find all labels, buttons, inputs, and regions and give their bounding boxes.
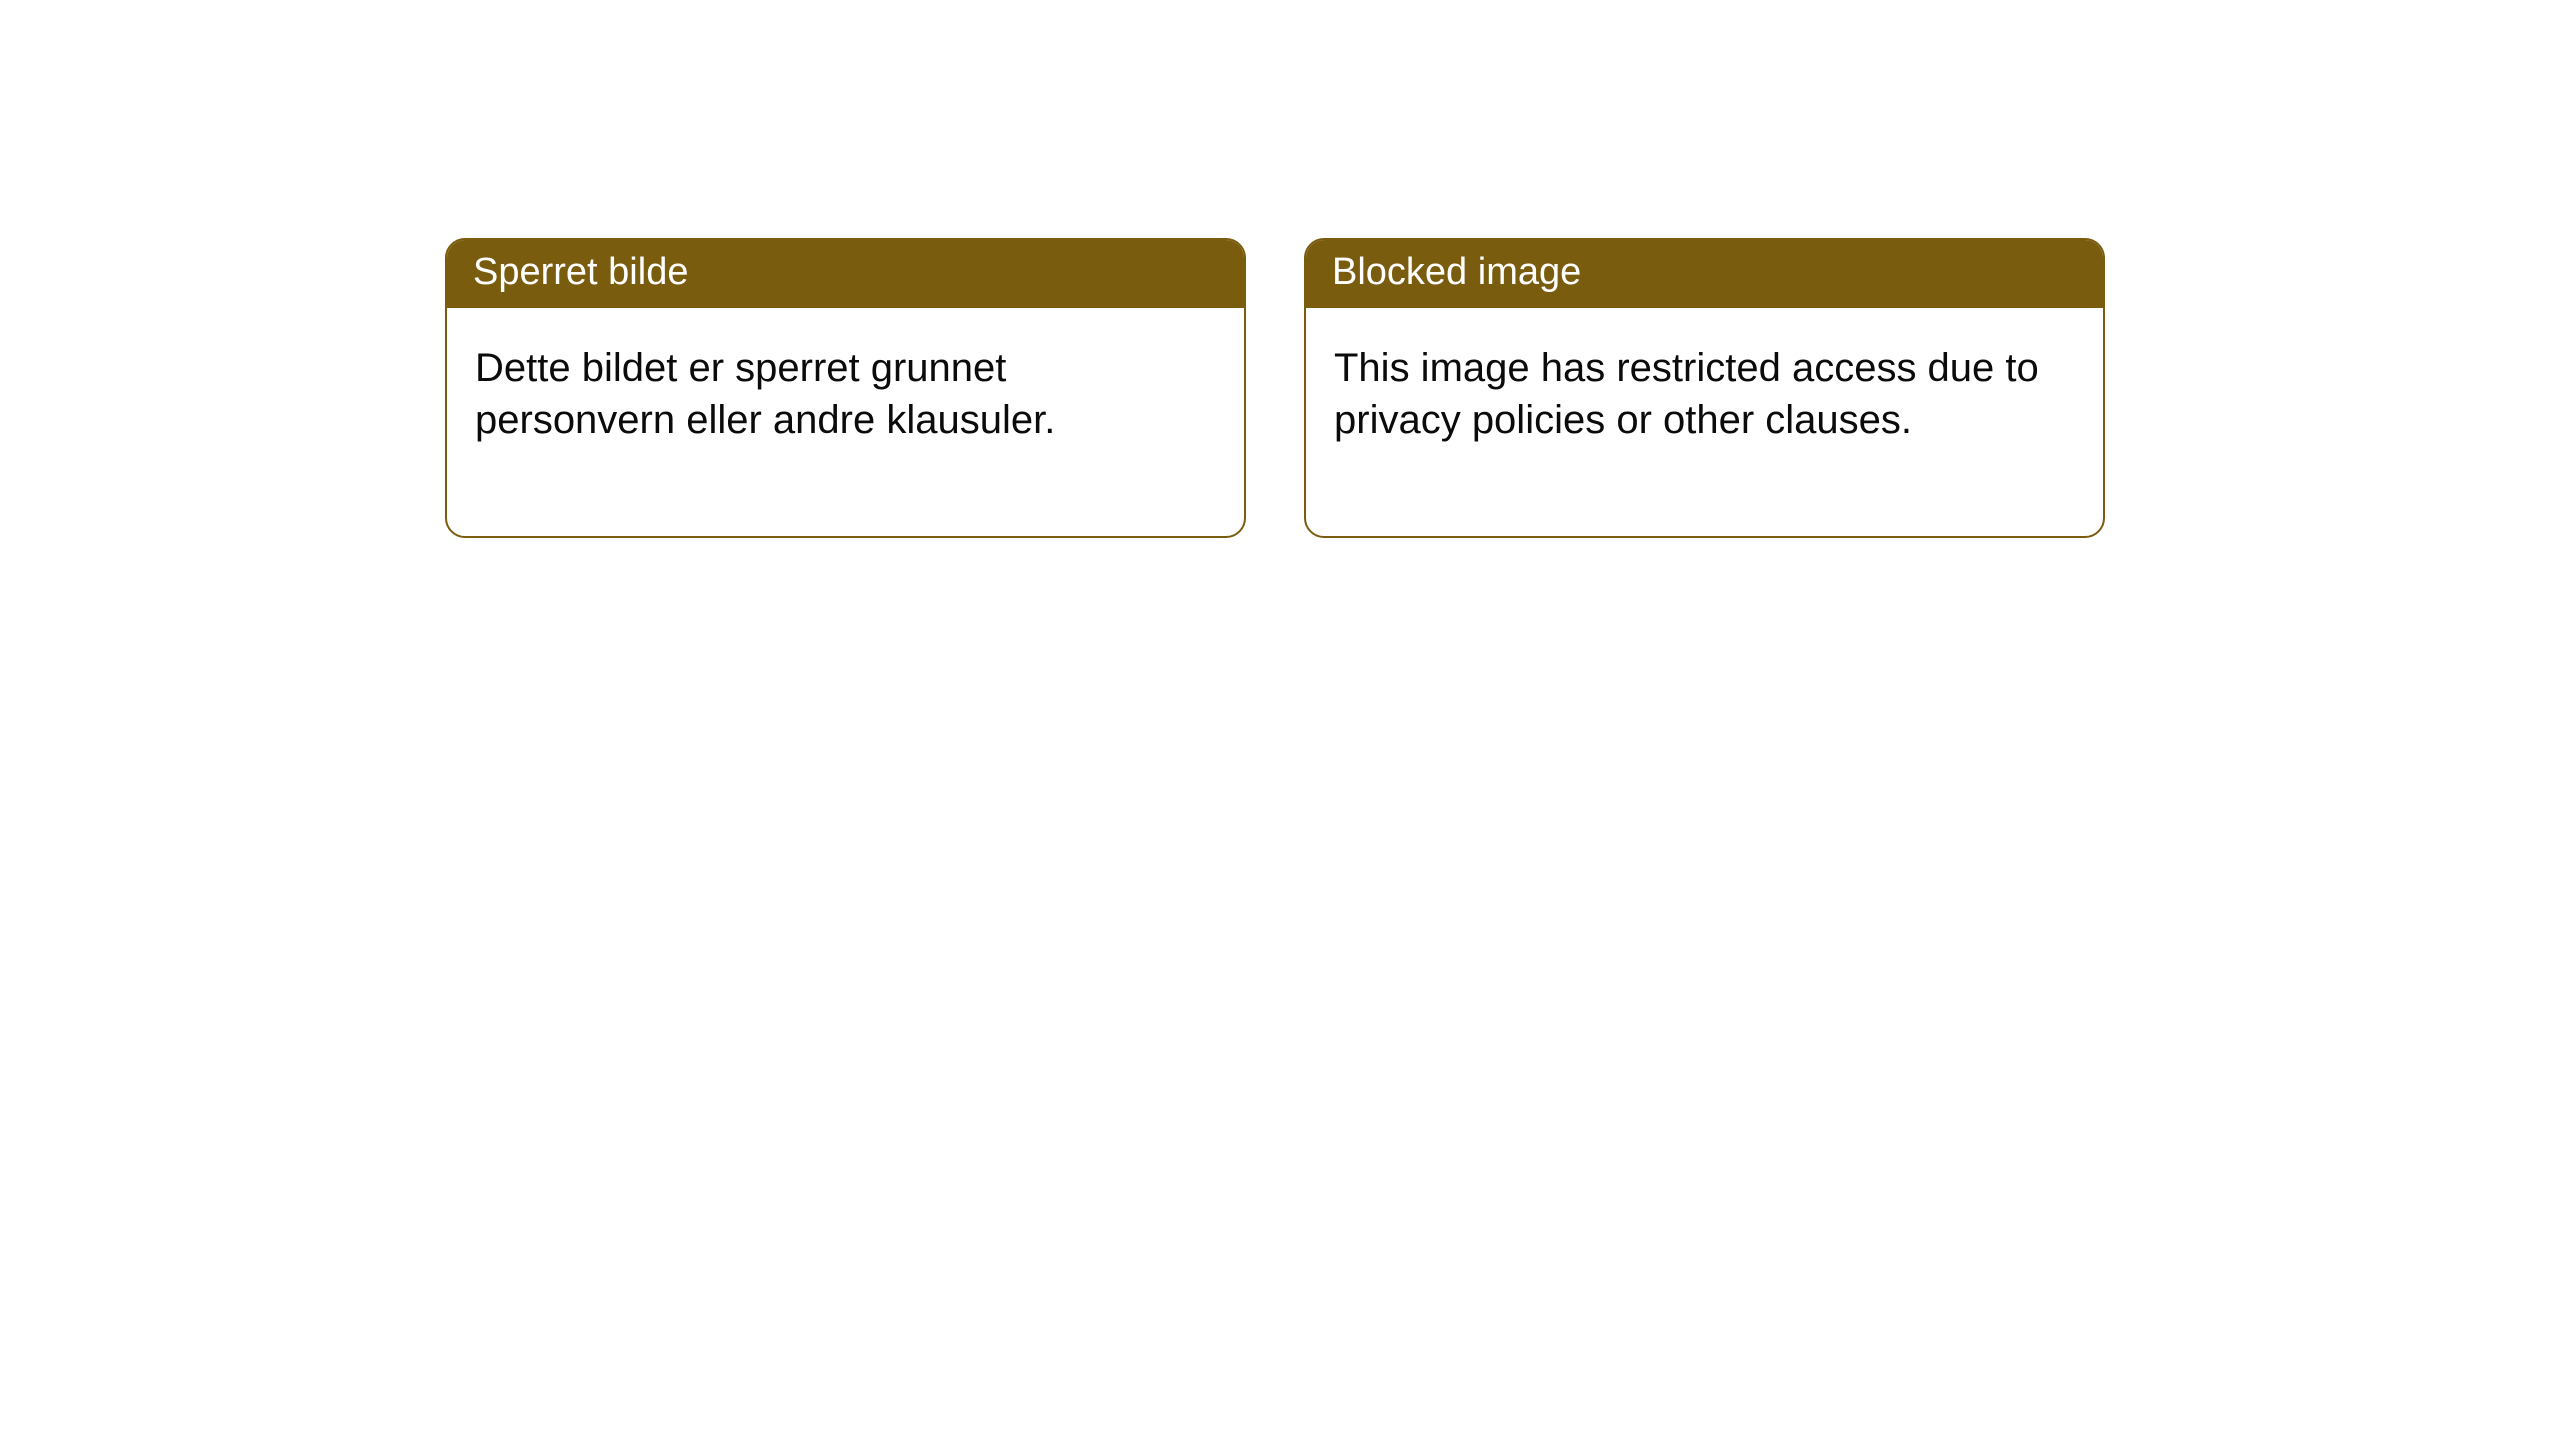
card-body-no: Dette bildet er sperret grunnet personve… bbox=[447, 308, 1244, 536]
notice-container: Sperret bilde Dette bildet er sperret gr… bbox=[0, 0, 2560, 538]
card-title-en: Blocked image bbox=[1332, 251, 1581, 293]
card-body-en: This image has restricted access due to … bbox=[1306, 308, 2103, 536]
card-message-no: Dette bildet er sperret grunnet personve… bbox=[475, 346, 1055, 442]
card-message-en: This image has restricted access due to … bbox=[1334, 346, 2039, 442]
blocked-image-card-en: Blocked image This image has restricted … bbox=[1304, 238, 2105, 538]
blocked-image-card-no: Sperret bilde Dette bildet er sperret gr… bbox=[445, 238, 1246, 538]
card-title-no: Sperret bilde bbox=[473, 251, 688, 293]
card-header-no: Sperret bilde bbox=[447, 240, 1244, 308]
card-header-en: Blocked image bbox=[1306, 240, 2103, 308]
